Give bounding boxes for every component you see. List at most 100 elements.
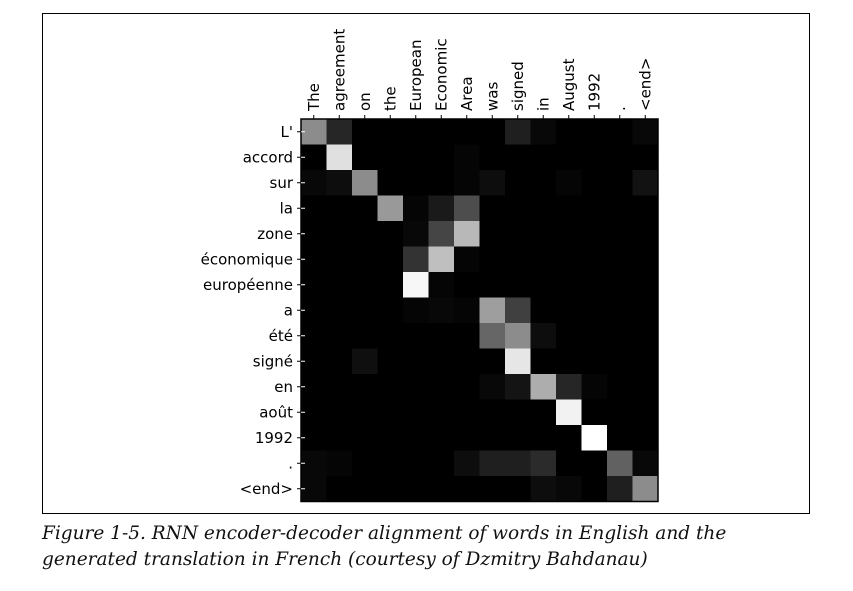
y-tick-label: zone [257,225,293,243]
heatmap-cell [403,246,429,273]
heatmap-cell [377,374,404,400]
heatmap-cell [556,119,582,145]
heatmap-cell [607,246,633,273]
y-tick-label: la [280,199,293,217]
heatmap-cell [326,450,353,477]
heatmap-cell [428,374,455,400]
heatmap-cell [403,425,429,451]
heatmap-cell [632,144,659,171]
heatmap-cell [301,476,327,502]
x-tick-label: on [356,92,374,111]
y-tick-label: été [269,327,293,345]
heatmap-cell [301,272,327,298]
heatmap-cell [479,425,506,451]
heatmap-cell [479,246,506,273]
heatmap-cell [352,476,378,502]
heatmap-cell [581,450,608,477]
heatmap-cell [326,272,353,298]
heatmap-cell [454,246,480,273]
heatmap-cell [632,450,659,477]
heatmap-cell [326,221,353,247]
heatmap-cell [352,119,378,145]
heatmap-cell [377,348,404,375]
heatmap-cell [403,144,429,171]
heatmap-cell [454,374,480,400]
heatmap-cell [607,272,633,298]
heatmap-cell [530,476,557,502]
heatmap-cell [479,476,506,502]
heatmap-cell [326,348,353,375]
heatmap-cell [454,425,480,451]
heatmap-cell [505,348,531,375]
heatmap-cell [581,144,608,171]
heatmap-cell [632,374,659,400]
heatmap-cell [607,170,633,196]
heatmap-cell [301,374,327,400]
heatmap-cell [530,297,557,324]
heatmap-cell [301,119,327,145]
heatmap-cell [352,374,378,400]
heatmap-cell [301,221,327,247]
heatmap-cell [530,195,557,222]
heatmap-cell [352,144,378,171]
heatmap-cell [632,246,659,273]
heatmap-cell [607,323,633,349]
heatmap-cell [377,476,404,502]
heatmap-cell [530,450,557,477]
heatmap-cell [479,450,506,477]
heatmap-cell [530,221,557,247]
heatmap-cell [581,323,608,349]
x-tick-label: the [381,86,399,111]
heatmap-cell [301,144,327,171]
heatmap-cell [377,297,404,324]
heatmap-cell [377,425,404,451]
heatmap-cell [428,450,455,477]
heatmap-cell [428,170,455,196]
heatmap-cell [581,399,608,426]
heatmap-cell [530,272,557,298]
heatmap-cell [377,323,404,349]
heatmap-cell [326,374,353,400]
heatmap-cell [505,119,531,145]
heatmap-cell [428,323,455,349]
heatmap-cell [632,221,659,247]
y-tick-label: en [274,378,293,396]
heatmap-cell [581,246,608,273]
x-tick-label: was [483,82,501,111]
heatmap-cell [479,323,506,349]
heatmap-cell [428,476,455,502]
heatmap-cell [632,297,659,324]
heatmap-cell [607,144,633,171]
heatmap-cell [530,170,557,196]
heatmap-cell [377,399,404,426]
heatmap-cell [377,272,404,298]
heatmap-cell [479,119,506,145]
heatmap-cell [428,119,455,145]
y-tick-label: août [259,403,293,421]
heatmap-cell [505,476,531,502]
x-tick-label: signed [509,61,527,111]
heatmap-cell [428,144,455,171]
heatmap-cell [556,221,582,247]
heatmap-cell [428,246,455,273]
x-tick-label: August [560,58,578,111]
heatmap-cell [301,399,327,426]
heatmap-cell [428,297,455,324]
heatmap-cell [479,374,506,400]
heatmap-cell [403,297,429,324]
y-tick-label: économique [201,250,293,268]
heatmap-cell [403,323,429,349]
heatmap-cell [428,221,455,247]
heatmap-cell [377,119,404,145]
heatmap-cell [479,170,506,196]
heatmap-cells [301,119,659,502]
heatmap-cell [326,144,353,171]
heatmap-cell [632,348,659,375]
heatmap-cell [607,425,633,451]
heatmap-cell [454,476,480,502]
heatmap-cell [301,246,327,273]
heatmap-cell [530,246,557,273]
x-tick-label: European [407,40,425,111]
heatmap-cell [505,399,531,426]
y-tick-label: L' [281,123,293,141]
